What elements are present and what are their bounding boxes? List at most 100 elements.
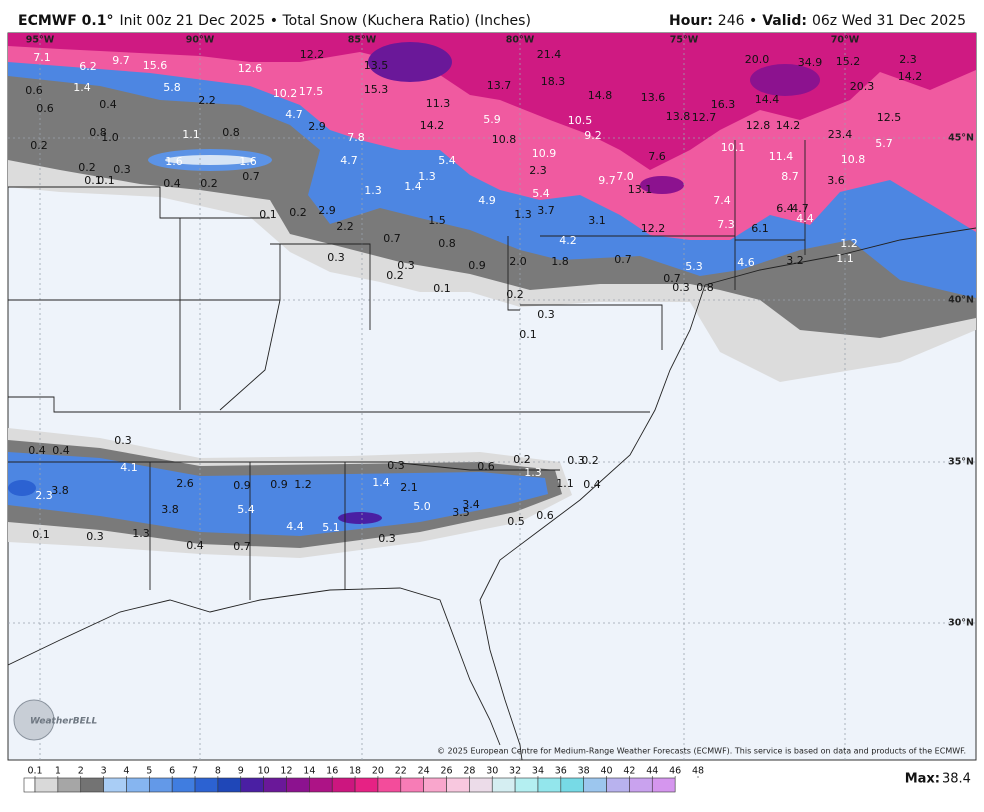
snow-amount-label: 1.0 <box>101 131 119 144</box>
snow-amount-label: 2.2 <box>336 220 354 233</box>
legend-tick-label: 42 <box>623 766 635 777</box>
snow-amount-label: 4.4 <box>796 212 814 225</box>
snow-amount-label: 10.5 <box>568 114 593 127</box>
hour-value: 246 • <box>718 13 757 29</box>
snow-amount-label: 11.4 <box>769 150 794 163</box>
snow-amount-label: 15.3 <box>364 83 389 96</box>
snow-amount-label: 7.3 <box>717 218 735 231</box>
snow-amount-label: 0.3 <box>327 251 345 264</box>
snow-amount-label: 2.9 <box>318 204 336 217</box>
snow-amount-label: 0.9 <box>468 259 486 272</box>
legend-tick-label: 24 <box>418 766 430 777</box>
snow-amount-label: 0.3 <box>113 163 131 176</box>
snow-amount-label: 13.7 <box>487 79 512 92</box>
snow-amount-label: 6.1 <box>751 222 769 235</box>
snow-amount-label: 2.6 <box>176 477 194 490</box>
legend-tick-label: 22 <box>395 766 407 777</box>
snow-amount-label: 0.7 <box>242 170 260 183</box>
snow-amount-label: 11.3 <box>426 97 451 110</box>
snow-amount-label: 0.8 <box>222 126 240 139</box>
legend-segment <box>23 777 36 793</box>
snow-amount-label: 0.2 <box>78 161 96 174</box>
snow-amount-label: 10.1 <box>721 141 746 154</box>
snow-amount-label: 0.9 <box>233 479 251 492</box>
snow-amount-label: 5.8 <box>163 81 181 94</box>
snow-amount-label: 1.3 <box>132 527 150 540</box>
valid-value: 06z Wed 31 Dec 2025 <box>812 13 966 29</box>
legend-segment <box>560 777 584 793</box>
legend-segment <box>34 777 59 793</box>
snow-amount-label: 1.4 <box>73 81 91 94</box>
snow-amount-label: 9.7 <box>112 54 130 67</box>
snow-amount-label: 12.2 <box>300 48 325 61</box>
legend-tick-label: 0.1 <box>27 766 42 777</box>
snow-amount-label: 0.4 <box>28 444 46 457</box>
snow-amount-label: 0.3 <box>378 532 396 545</box>
snow-amount-label: 15.6 <box>143 59 168 72</box>
snow-amount-label: 1.4 <box>372 476 390 489</box>
snow-amount-label: 0.8 <box>89 126 107 139</box>
snow-amount-label: 8.7 <box>781 170 799 183</box>
legend-tick-label: 2 <box>78 766 84 777</box>
snow-amount-label: 2.0 <box>509 255 527 268</box>
snow-amount-label: 1.6 <box>239 155 257 168</box>
snow-amount-label: 0.4 <box>99 98 117 111</box>
snow-amount-label: 0.2 <box>581 454 599 467</box>
snow-amount-label: 0.2 <box>386 269 404 282</box>
snow-amount-label: 21.4 <box>537 48 562 61</box>
snow-amount-label: 2.3 <box>35 489 53 502</box>
logo-text: WeatherBELL <box>30 717 98 727</box>
snow-amount-label: 3.1 <box>588 214 606 227</box>
snow-amount-label: 1.4 <box>404 180 422 193</box>
snow-amount-label: 9.2 <box>584 129 602 142</box>
snow-amount-label: 2.9 <box>308 120 326 133</box>
snow-amount-label: 1.3 <box>514 208 532 221</box>
snow-amount-label: 3.2 <box>786 254 804 267</box>
legend-segment <box>514 777 539 793</box>
snow-amount-label: 3.5 <box>452 506 470 519</box>
snow-amount-label: 20.0 <box>745 53 770 66</box>
snow-amount-label: 0.1 <box>259 208 277 221</box>
snow-amount-label: 0.3 <box>397 259 415 272</box>
legend-segment <box>377 777 402 793</box>
snow-amount-label: 0.3 <box>537 308 555 321</box>
latitude-label: 35°N <box>948 457 974 468</box>
snow-amount-label: 10.9 <box>532 147 557 160</box>
snow-amount-label: 16.3 <box>711 98 736 111</box>
snow-amount-label: 13.5 <box>364 59 389 72</box>
snow-amount-label: 3.7 <box>537 204 555 217</box>
snow-amount-label: 15.2 <box>836 55 861 68</box>
snow-amount-label: 0.2 <box>30 139 48 152</box>
snow-amount-label: 0.7 <box>233 540 251 553</box>
longitude-label: 95°W <box>26 35 55 46</box>
legend-segment <box>171 777 196 793</box>
snow-amount-label: 12.7 <box>692 111 717 124</box>
legend-tick-label: 44 <box>646 766 658 777</box>
snow-amount-label: 1.1 <box>182 128 200 141</box>
longitude-label: 70°W <box>831 35 860 46</box>
snow-amount-label: 1.1 <box>836 252 854 265</box>
snow-amount-label: 14.2 <box>776 119 801 132</box>
copyright: © 2025 European Centre for Medium-Range … <box>437 747 966 756</box>
snow-amount-label: 0.1 <box>32 528 50 541</box>
snow-amount-label: 5.1 <box>322 521 340 534</box>
legend-segment <box>423 777 447 793</box>
snow-amount-label: 2.3 <box>529 164 547 177</box>
max-label: Max: <box>905 772 940 787</box>
snow-amount-label: 0.2 <box>200 177 218 190</box>
snow-amount-label: 0.8 <box>438 237 456 250</box>
snow-amount-label: 13.6 <box>641 91 666 104</box>
max-value: 38.4 <box>942 772 971 787</box>
legend-tick-label: 8 <box>215 766 221 777</box>
snow-amount-label: 1.2 <box>294 478 312 491</box>
snow-amount-label: 6.4 <box>776 202 794 215</box>
snow-amount-label: 6.2 <box>79 60 97 73</box>
snow-amount-label: 7.6 <box>648 150 666 163</box>
longitude-label: 80°W <box>506 35 535 46</box>
snow-amount-label: 2.3 <box>899 53 917 66</box>
legend-tick-label: 40 <box>601 766 613 777</box>
title-bold: ECMWF 0.1° <box>18 13 113 29</box>
snow-amount-label: 0.4 <box>163 177 181 190</box>
snow-amount-label: 0.1 <box>519 328 537 341</box>
snow-amount-label: 4.4 <box>286 520 304 533</box>
